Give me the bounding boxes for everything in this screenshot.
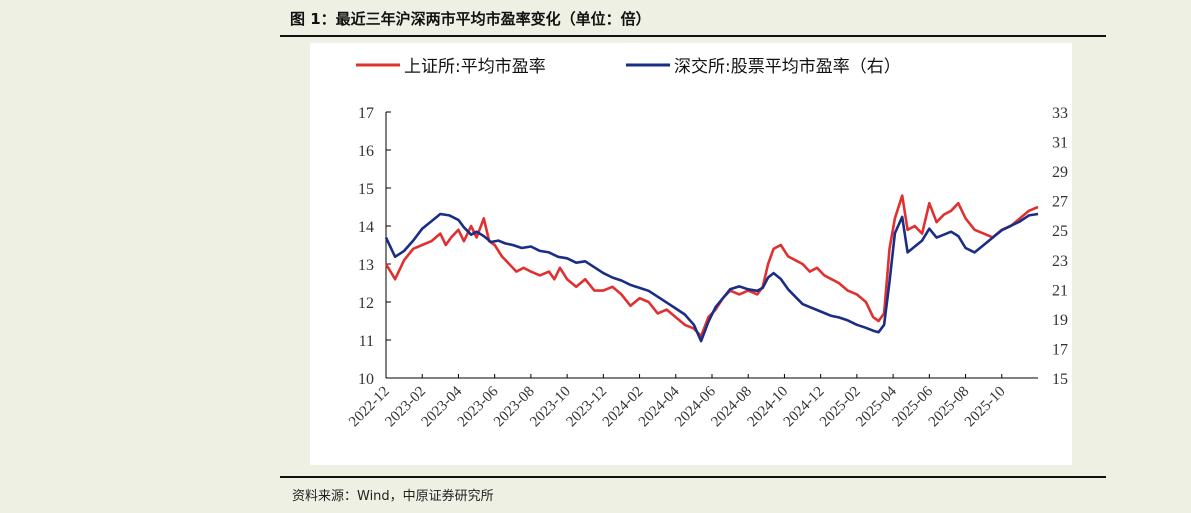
pe-ratio-chart: 上证所:平均市盈率 深交所:股票平均市盈率（右） 101112131415161… [346, 57, 1068, 431]
right-axis-ticks: 15 17 19 21 23 25 27 29 31 33 [1052, 105, 1068, 388]
legend-label-sse: 上证所:平均市盈率 [404, 57, 546, 77]
left-axis-ticks: 10 11 12 13 14 15 16 17 [358, 105, 391, 388]
left-tick-label: 16 [358, 143, 374, 160]
top-rule [280, 35, 1106, 37]
right-tick-label: 15 [1052, 371, 1068, 388]
right-tick-label: 17 [1052, 341, 1068, 358]
left-tick-label: 11 [359, 333, 374, 350]
left-tick-label: 15 [358, 181, 374, 198]
axes [385, 112, 1038, 379]
legend: 上证所:平均市盈率 深交所:股票平均市盈率（右） [356, 57, 901, 77]
right-tick-label: 33 [1052, 105, 1068, 122]
series-line-szse [384, 212, 1039, 343]
chart-panel: 上证所:平均市盈率 深交所:股票平均市盈率（右） 10 11 12 13 14 15 16 1… [310, 43, 1072, 465]
source-note: 资料来源：Wind，中原证券研究所 [292, 489, 494, 504]
bottom-rule [280, 476, 1106, 478]
left-tick-label: 17 [358, 105, 374, 122]
left-tick-label: 14 [358, 219, 374, 236]
right-tick-label: 31 [1052, 135, 1068, 152]
right-tick-label: 25 [1052, 223, 1068, 240]
left-tick-label: 13 [358, 257, 374, 274]
x-axis-ticks: 2022-122023-022023-042023-062023-082023-… [346, 374, 1009, 431]
right-tick-label: 19 [1052, 312, 1068, 329]
figure-title: 图 1：最近三年沪深两市平均市盈率变化（单位：倍） [290, 10, 651, 28]
left-tick-label: 10 [358, 371, 374, 388]
left-tick-label: 12 [358, 295, 374, 312]
right-tick-label: 23 [1052, 253, 1068, 270]
x-tick-label: 2025-10 [962, 384, 1009, 431]
right-tick-label: 27 [1052, 194, 1068, 211]
right-tick-label: 29 [1052, 164, 1068, 181]
right-tick-label: 21 [1052, 282, 1068, 299]
series-lines [384, 194, 1039, 343]
legend-label-szse: 深交所:股票平均市盈率（右） [674, 57, 901, 77]
